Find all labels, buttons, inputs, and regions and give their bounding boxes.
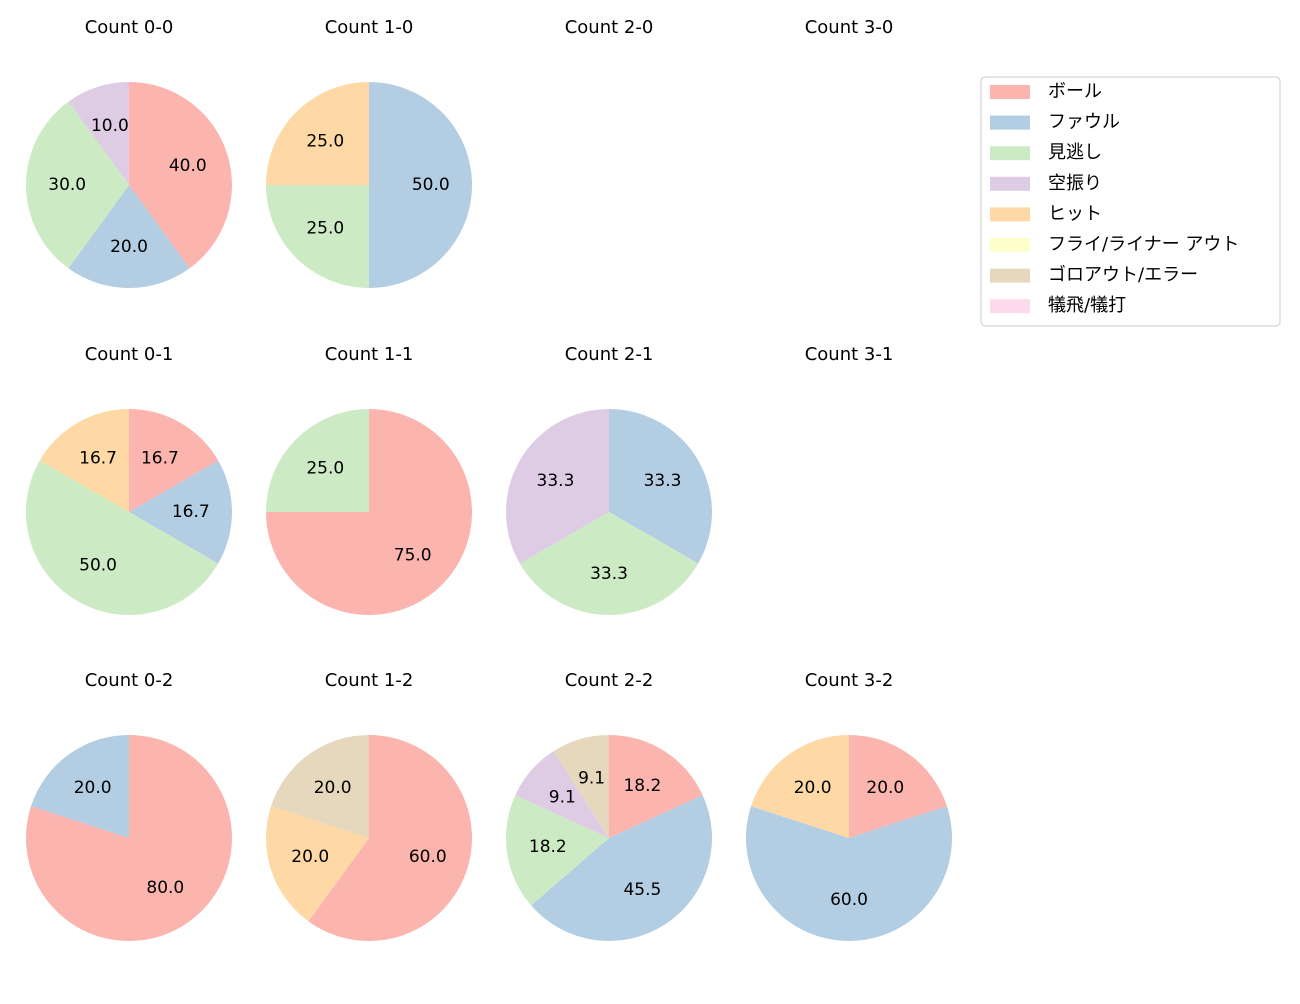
chart-title: Count 2-1	[565, 344, 654, 365]
pie-wedge	[505, 795, 609, 906]
pie-wedge	[68, 82, 129, 185]
value-label: 80.0	[146, 878, 184, 898]
legend-swatch	[990, 268, 1030, 283]
legend-label: ボール	[1048, 81, 1102, 102]
value-label: 45.5	[623, 880, 661, 900]
value-label: 16.7	[79, 448, 117, 468]
chart-title: Count 3-1	[805, 344, 894, 365]
legend-swatch	[990, 176, 1030, 191]
legend-box	[980, 76, 1281, 327]
pie-wedge	[129, 82, 232, 269]
pie-wedge	[266, 82, 369, 185]
value-label: 16.7	[172, 502, 210, 522]
pie-wedge	[266, 185, 369, 288]
pie-wedge	[515, 751, 609, 838]
chart-title: Count 0-1	[85, 344, 174, 365]
chart-title: Count 1-0	[325, 17, 414, 38]
value-label: 9.1	[549, 788, 576, 808]
chart-title: Count 1-2	[325, 670, 414, 691]
pie-wedge	[68, 185, 190, 288]
pie-wedge	[609, 409, 712, 564]
legend-swatch	[990, 85, 1030, 99]
pie-wedge	[531, 795, 712, 942]
pie-wedge	[31, 735, 129, 838]
pie-wedge	[26, 735, 233, 941]
pie-wedge	[506, 409, 609, 564]
legend-label: 犠飛/犠打	[1048, 295, 1126, 316]
pie-wedge	[271, 735, 369, 838]
legend-label: フライ/ライナー アウト	[1048, 234, 1239, 255]
pie-wedge	[746, 806, 952, 942]
chart-title: Count 0-0	[85, 17, 174, 38]
pie-wedge	[26, 101, 129, 269]
pie-wedge	[849, 735, 947, 838]
pie-wedge	[609, 735, 703, 838]
value-label: 20.0	[110, 237, 148, 257]
value-label: 60.0	[409, 847, 447, 867]
pie-wedge	[751, 735, 849, 838]
chart-title: Count 2-0	[565, 17, 654, 38]
value-label: 50.0	[412, 175, 450, 195]
value-label: 30.0	[48, 175, 86, 195]
value-label: 25.0	[306, 219, 344, 239]
legend-label: ゴロアウト/エラー	[1048, 265, 1198, 286]
legend-swatch	[990, 115, 1030, 130]
pie-wedge	[369, 82, 472, 288]
legend-swatch	[990, 146, 1030, 161]
chart-title: Count 2-2	[565, 670, 654, 691]
value-label: 10.0	[91, 116, 129, 136]
pie-wedge	[553, 735, 609, 838]
pie-wedge	[308, 735, 473, 942]
legend-swatch	[990, 207, 1030, 222]
value-label: 18.2	[529, 837, 567, 857]
value-label: 50.0	[79, 556, 117, 576]
value-label: 16.7	[141, 448, 179, 468]
pie-wedge	[129, 409, 219, 512]
legend-label: 見逃し	[1048, 142, 1102, 163]
value-label: 9.1	[578, 769, 605, 789]
value-label: 20.0	[794, 778, 832, 798]
pie-wedge	[266, 409, 369, 512]
chart-title: Count 3-0	[805, 17, 894, 38]
value-label: 75.0	[394, 546, 432, 566]
value-label: 33.3	[537, 471, 575, 491]
legend-label: ヒット	[1048, 203, 1102, 224]
legend-swatch	[990, 238, 1030, 252]
pie-wedge	[26, 460, 219, 615]
value-label: 25.0	[306, 131, 344, 151]
chart-title: Count 3-2	[805, 670, 894, 691]
value-label: 20.0	[74, 778, 112, 798]
value-label: 20.0	[314, 778, 352, 798]
value-label: 33.3	[644, 471, 682, 491]
pie-wedge	[129, 460, 232, 564]
value-label: 20.0	[291, 847, 329, 867]
pie-wedge	[39, 409, 129, 512]
legend-label: ファウル	[1048, 112, 1120, 133]
legend-label: 空振り	[1048, 173, 1102, 194]
chart-title: Count 0-2	[85, 670, 174, 691]
value-label: 40.0	[169, 156, 207, 176]
chart-title: Count 1-1	[325, 344, 414, 365]
value-label: 18.2	[623, 776, 661, 796]
value-label: 33.3	[590, 564, 628, 584]
value-label: 60.0	[830, 890, 868, 910]
legend-swatch	[990, 299, 1030, 314]
value-label: 20.0	[866, 778, 904, 798]
pie-wedge	[266, 806, 369, 922]
value-label: 25.0	[306, 458, 344, 478]
pie-wedge	[519, 512, 699, 615]
